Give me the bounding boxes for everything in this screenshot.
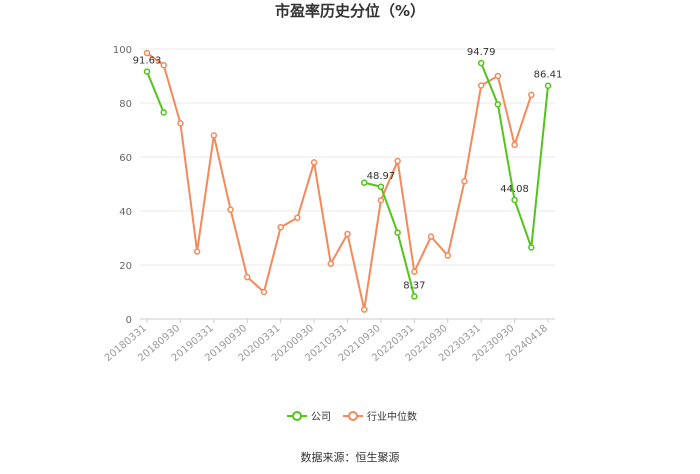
legend-marker-industry — [348, 411, 358, 421]
data-point — [360, 306, 368, 313]
data-point — [411, 293, 418, 300]
source-note: 数据来源：恒生聚源 — [301, 450, 400, 464]
series-1 — [143, 49, 535, 313]
data-point — [277, 223, 284, 231]
data-point — [461, 178, 468, 185]
x-axis-ticks: 2018033120180930201903312019093020200331… — [103, 319, 550, 364]
data-point — [494, 101, 502, 108]
data-label: 91.63 — [133, 56, 162, 67]
legend-label-company: 公司 — [311, 412, 331, 423]
data-point — [210, 132, 218, 139]
y-tick-label-0: 0 — [126, 315, 132, 326]
data-label: 48.97 — [367, 171, 396, 182]
legend-label-industry: 行业中位数 — [367, 410, 417, 423]
data-label: 94.79 — [467, 47, 496, 58]
legend-marker-company — [292, 411, 302, 421]
data-point — [360, 179, 368, 186]
data-point — [143, 68, 151, 75]
data-point — [193, 248, 201, 255]
data-point — [377, 183, 385, 191]
data-point — [160, 109, 167, 116]
data-point — [528, 244, 535, 251]
data-point — [260, 288, 268, 296]
y-tick-label-80: 80 — [119, 99, 132, 110]
data-point — [528, 91, 535, 99]
legend-item-industry[interactable]: 行业中位数 — [343, 410, 417, 423]
y-tick-label-40: 40 — [119, 207, 132, 218]
y-axis-ticks: 0 20 40 60 80 100 — [113, 45, 132, 326]
y-tick-label-100: 100 — [113, 45, 132, 56]
data-point — [377, 196, 385, 204]
series-line-segment — [363, 181, 416, 297]
data-point — [177, 120, 184, 127]
data-point — [227, 206, 234, 213]
data-point — [544, 82, 552, 89]
chart-title: 市盈率历史分位（%） — [275, 2, 425, 20]
data-label: 44.08 — [500, 184, 529, 195]
data-point — [344, 230, 351, 238]
data-point — [143, 49, 151, 57]
y-tick-label-60: 60 — [119, 153, 132, 164]
data-point — [477, 59, 485, 67]
data-point — [477, 82, 485, 89]
data-point — [494, 72, 502, 80]
data-point — [411, 268, 418, 275]
legend-item-company[interactable]: 公司 — [287, 411, 331, 423]
data-point — [394, 157, 401, 165]
data-point — [244, 273, 251, 281]
series-line-segment — [480, 62, 549, 249]
series-0 — [143, 59, 552, 300]
legend[interactable]: 公司 行业中位数 — [287, 410, 417, 423]
data-point — [511, 196, 518, 204]
data-labels: 91.63 48.97 8.37 94.79 44.08 86.41 — [133, 47, 563, 291]
data-point — [394, 229, 401, 236]
data-point — [511, 141, 518, 149]
y-tick-label-20: 20 — [119, 261, 132, 272]
data-point — [327, 260, 335, 267]
gridlines — [140, 48, 555, 266]
data-point — [294, 214, 301, 221]
data-point — [310, 159, 318, 166]
series-line-segment — [146, 71, 165, 113]
series-layer — [143, 49, 552, 313]
data-label: 86.41 — [534, 70, 563, 81]
data-point — [444, 252, 451, 259]
data-label: 8.37 — [403, 280, 425, 291]
data-point — [427, 233, 435, 240]
series-line-segment — [146, 52, 533, 311]
data-point — [160, 61, 167, 69]
